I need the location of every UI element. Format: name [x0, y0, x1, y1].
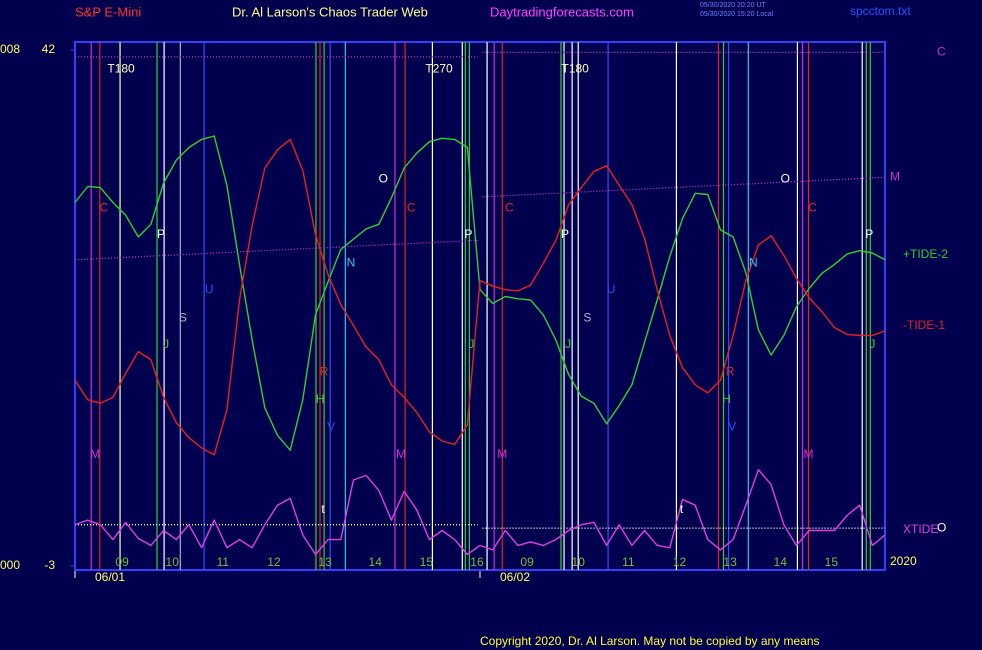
- annotation: t: [680, 502, 684, 516]
- annotation: V: [728, 419, 736, 433]
- plot-border: [74, 41, 886, 571]
- website: Daytradingforecasts.com: [490, 4, 634, 19]
- annotation: R: [320, 364, 329, 378]
- annotation: O: [379, 172, 388, 186]
- annotation: M: [90, 447, 100, 461]
- reference-label: M: [890, 169, 900, 183]
- timestamp: 05/30/2020 15:20 Local: [700, 11, 774, 18]
- annotation: J: [869, 337, 875, 351]
- chart-title: Dr. Al Larson's Chaos Trader Web: [232, 4, 428, 19]
- annotation: T180: [561, 62, 589, 76]
- x-tick-label: 16: [470, 555, 484, 569]
- annotation: H: [722, 392, 731, 406]
- annotation: C: [505, 200, 514, 214]
- y-tick-label: -3: [44, 558, 55, 572]
- plot-layer: T180 T270 T180CPSUJMONRHVtCMPJCMPSUJOCNRHV…: [74, 42, 886, 570]
- annotation: P: [157, 227, 165, 241]
- x-tick-label: 10: [572, 555, 586, 569]
- annotation: t: [321, 502, 325, 516]
- left-label: 000: [0, 558, 20, 572]
- annotation: C: [100, 200, 109, 214]
- x-tick-label: 13: [318, 555, 332, 569]
- annotation: R: [726, 364, 735, 378]
- annotation: P: [464, 227, 472, 241]
- legend-label: +TIDE-2: [903, 247, 948, 261]
- x-tick-label: 13: [723, 555, 737, 569]
- file-name: spcctom.txt: [850, 4, 911, 18]
- annotation: C: [407, 200, 416, 214]
- reference-label: O: [937, 520, 946, 534]
- x-tick-label: 11: [217, 555, 230, 569]
- annotation: J: [468, 337, 474, 351]
- date-label: 06/01: [95, 570, 125, 584]
- annotation: P: [865, 227, 873, 241]
- annotation: M: [396, 447, 406, 461]
- copyright: Copyright 2020, Dr. Al Larson. May not b…: [480, 634, 820, 648]
- annotation: O: [781, 172, 790, 186]
- y-tick-label: 42: [42, 42, 56, 56]
- reference-line: [74, 176, 886, 261]
- series-line: [74, 138, 886, 456]
- annotation: H: [316, 392, 325, 406]
- x-tick-label: 15: [825, 555, 839, 569]
- x-tick-label: 09: [520, 555, 534, 569]
- annotation: M: [804, 447, 814, 461]
- annotation: T180: [107, 62, 135, 76]
- annotation: S: [179, 310, 187, 324]
- x-tick-label: 15: [420, 555, 434, 569]
- annotation: N: [347, 255, 356, 269]
- timestamp: 05/30/2020 20:20 UT: [700, 2, 766, 9]
- annotation: V: [327, 419, 335, 433]
- series-line: [74, 135, 886, 451]
- annotation: P: [561, 227, 569, 241]
- x-tick-label: 12: [267, 555, 281, 569]
- legend-label: -TIDE-1: [903, 318, 945, 332]
- date-label: 06/02: [500, 570, 530, 584]
- reference-line: [75, 524, 885, 529]
- annotation: S: [583, 310, 591, 324]
- annotation: U: [607, 282, 616, 296]
- x-tick-label: 11: [622, 555, 635, 569]
- instrument: S&P E-Mini: [75, 4, 141, 19]
- year: 2020: [890, 554, 917, 568]
- x-tick-label: 10: [166, 555, 180, 569]
- left-label: 008: [0, 42, 20, 56]
- x-tick-label: 12: [673, 555, 687, 569]
- annotation: U: [205, 282, 214, 296]
- annotation: N: [749, 255, 758, 269]
- legend-label: XTIDE: [903, 522, 938, 536]
- x-tick-label: 09: [115, 555, 129, 569]
- annotation: T270: [425, 62, 453, 76]
- annotation: C: [808, 200, 817, 214]
- annotation: M: [497, 447, 507, 461]
- x-tick-label: 14: [369, 555, 383, 569]
- annotation: J: [565, 337, 571, 351]
- x-tick-label: 14: [774, 555, 788, 569]
- reference-line: [75, 51, 885, 58]
- series-line: [74, 469, 886, 556]
- reference-label: C: [937, 44, 946, 58]
- annotation: J: [163, 337, 169, 351]
